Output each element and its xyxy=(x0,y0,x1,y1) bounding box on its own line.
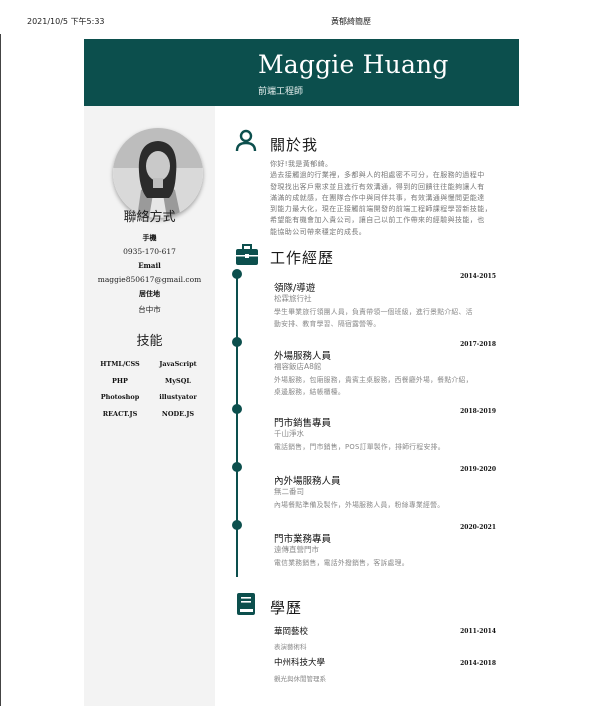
job-title: 門市銷售專員 xyxy=(274,418,332,429)
job-company: 松霖旅行社 xyxy=(274,294,312,303)
print-header: 2021/10/5 下午5:33 黃郁綺簡歷 xyxy=(0,16,602,28)
skills-heading: 技能 xyxy=(136,334,163,349)
job-description-line: 電信業務銷售，電話外撥銷售，客訴處理。 xyxy=(274,559,409,567)
job-title: 領隊/導遊 xyxy=(274,283,316,294)
job-title: 外場服務人員 xyxy=(274,351,332,362)
timeline-line xyxy=(236,271,238,577)
job-description-line: 外場服務，包廂服務，貴賓主桌服務，西餐廳外場，餐點介紹， xyxy=(274,376,473,384)
job-description-line: 桌邊服務，結帳櫃檯。 xyxy=(274,387,345,396)
education-department: 觀光與休閒管理系 xyxy=(274,675,326,683)
skill-item: PHP xyxy=(112,377,128,385)
about-text: 你好!我是黃郁綺。 過去接觸過的行業裡，多都與人的相處密不可分，在服務的過程中 … xyxy=(270,159,512,238)
job-description: 內場餐點準備及製作，外場服務人員，粉絲專業經營。 xyxy=(274,500,499,512)
phone-label: 手機 xyxy=(142,233,157,242)
print-title: 黃郁綺簡歷 xyxy=(331,17,371,26)
job-description-line: 電話銷售，門市銷售，POS訂單製作，排師行程安排。 xyxy=(274,443,445,451)
print-date: 2021/10/5 下午5:33 xyxy=(27,17,105,26)
timeline-dot xyxy=(232,462,242,472)
about-line: 過去接觸過的行業裡，多都與人的相處密不可分，在服務的過程中 xyxy=(270,171,485,180)
about-line: 你好!我是黃郁綺。 xyxy=(270,160,333,168)
experience-title: 工作經歷 xyxy=(270,249,335,267)
timeline-dot xyxy=(232,404,242,414)
book-icon xyxy=(237,593,255,615)
skill-item: JavaScript xyxy=(159,360,197,368)
education-school: 中州科技大學 xyxy=(274,658,326,668)
job-description: 學生畢業旅行領團人員，負責帶領一個班級，進行景點介紹、活 動安排、教育學習、隔宿… xyxy=(274,307,499,330)
education-department: 表演藝術科 xyxy=(274,643,307,651)
about-line: 發現找出客戶需求並且進行有效溝通，得到的回饋往往能夠讓人有 xyxy=(270,182,485,191)
timeline-dot xyxy=(232,520,242,530)
job-description: 電話銷售，門市銷售，POS訂單製作，排師行程安排。 xyxy=(274,442,499,454)
job-description-line: 動安排、教育學習、隔宿露營等。 xyxy=(274,319,381,328)
job-company: 千山淨水 xyxy=(274,429,304,438)
job-role: 前端工程師 xyxy=(258,87,304,97)
skill-item: illustyator xyxy=(159,393,197,401)
header-banner: Maggie Huang 前端工程師 xyxy=(84,39,519,106)
timeline-dot xyxy=(232,269,242,279)
job-years: 2019-2020 xyxy=(460,466,496,473)
job-company: 無二番司 xyxy=(274,487,304,496)
page-edge xyxy=(0,34,1,706)
education-school: 華岡藝校 xyxy=(274,627,309,637)
job-title: 內外場服務人員 xyxy=(274,476,341,487)
job-title: 門市業務專員 xyxy=(274,534,332,545)
job-description: 電信業務銷售，電話外撥銷售，客訴處理。 xyxy=(274,558,499,570)
about-title: 關於我 xyxy=(270,136,319,154)
email-label: Email xyxy=(138,261,161,270)
job-years: 2018-2019 xyxy=(460,408,496,415)
education-years: 2014-2018 xyxy=(460,660,496,667)
skill-item: HTML/CSS xyxy=(100,360,140,368)
name-heading: Maggie Huang xyxy=(258,50,449,79)
job-description-line: 內場餐點準備及製作，外場服務人員，粉絲專業經營。 xyxy=(274,501,445,509)
contact-heading: 聯絡方式 xyxy=(123,210,176,225)
phone-value: 0935-170-617 xyxy=(123,247,176,256)
skill-item: REACT.JS xyxy=(102,410,138,418)
timeline-dot xyxy=(232,337,242,347)
person-icon xyxy=(235,129,257,152)
about-line: 能協助公司帶來穩定的成長。 xyxy=(270,227,367,236)
location-label: 居住地 xyxy=(139,289,160,298)
job-company: 遠傳直營門市 xyxy=(274,545,319,554)
skill-item: MySQL xyxy=(165,377,191,385)
skill-item: Photoshop xyxy=(100,393,140,401)
job-company: 福容飯店A8館 xyxy=(274,362,322,371)
about-line: 到能力最大化，現在正接觸前端開發的前端工程師課程學習新技能， xyxy=(270,205,492,214)
briefcase-icon xyxy=(236,244,258,265)
job-years: 2017-2018 xyxy=(460,341,496,348)
profile-portrait-image xyxy=(113,128,203,218)
education-years: 2011-2014 xyxy=(460,628,496,635)
about-line: 滿滿的成就感，在團隊合作中與同伴共事，有效溝通與慢問更能達 xyxy=(270,193,485,202)
job-description-line: 學生畢業旅行領團人員，負責帶領一個班級，進行景點介紹、活 xyxy=(274,308,473,316)
profile-photo xyxy=(113,128,203,218)
education-title: 學歷 xyxy=(270,599,303,617)
job-description: 外場服務，包廂服務，貴賓主桌服務，西餐廳外場，餐點介紹， 桌邊服務，結帳櫃檯。 xyxy=(274,375,499,398)
skill-item: NODE.JS xyxy=(161,410,195,418)
location-value: 台中市 xyxy=(138,305,161,314)
email-value[interactable]: maggie850617@gmail.com xyxy=(97,275,202,284)
resume-page: Maggie Huang 前端工程師 聯絡方式 手機 0935-170-617 … xyxy=(84,39,519,706)
sidebar: 聯絡方式 手機 0935-170-617 Email maggie850617@… xyxy=(84,106,215,706)
job-years: 2014-2015 xyxy=(460,273,496,280)
job-years: 2020-2021 xyxy=(460,524,496,531)
about-line: 希望能有機會加入貴公司，讓自己以前工作帶來的經驗與技能，也 xyxy=(270,216,485,225)
